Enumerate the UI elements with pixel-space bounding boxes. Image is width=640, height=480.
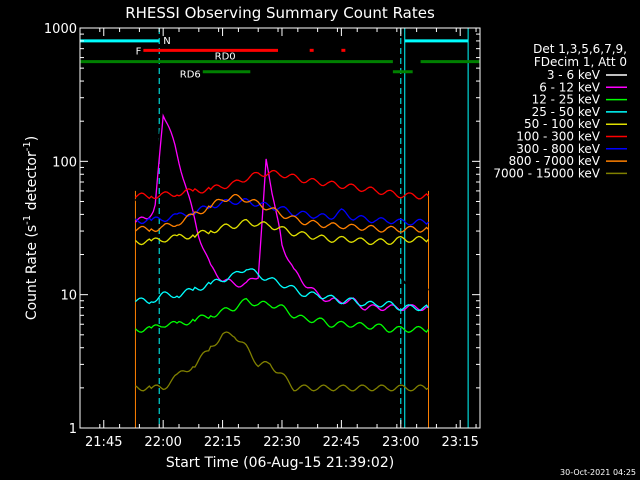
legend-label: 6 - 12 keV <box>539 80 601 94</box>
series-line-5 <box>134 169 429 200</box>
y-axis-label-suffix: ) <box>24 136 40 141</box>
y-tick-label: 10 <box>60 289 77 304</box>
y-axis-label-mid: detector <box>24 151 40 215</box>
x-axis-label: Start Time (06-Aug-15 21:39:02) <box>166 455 394 471</box>
series-line-7 <box>134 193 429 233</box>
y-tick-label: 1000 <box>44 22 77 37</box>
y-axis-label: Count Rate (s-1 detector-1) <box>22 136 40 320</box>
x-tick-label: 22:00 <box>144 435 181 450</box>
y-axis-ticks: 1 10 100 1000 <box>44 22 480 437</box>
flag-label-flare: F <box>136 46 142 57</box>
y-axis-label-sup2: -1 <box>22 141 33 151</box>
series-line-2 <box>134 297 430 333</box>
x-tick-label: 23:15 <box>441 435 478 450</box>
legend: Det 1,3,5,6,7,9, FDecim 1, Att 0 3 - 6 k… <box>493 42 627 180</box>
y-tick-label: 1 <box>69 422 77 437</box>
legend-label: 300 - 800 keV <box>516 142 600 156</box>
legend-label: 100 - 300 keV <box>516 130 600 144</box>
legend-header-line-2: FDecim 1, Att 0 <box>534 55 627 69</box>
plot-frame <box>79 27 481 429</box>
series-lines <box>134 94 430 392</box>
legend-label: 12 - 25 keV <box>532 93 601 107</box>
chart-title: RHESSI Observing Summary Count Rates <box>125 4 435 22</box>
legend-label: 800 - 7000 keV <box>509 154 601 168</box>
legend-label: 7000 - 15000 keV <box>493 166 600 180</box>
legend-label: 3 - 6 keV <box>547 68 601 82</box>
series-line-3 <box>134 268 430 312</box>
x-tick-label: 22:45 <box>323 435 360 450</box>
y-tick-label: 100 <box>52 155 77 170</box>
flag-label-rd0: RD0 <box>215 52 236 63</box>
flag-label-night: N <box>163 36 170 47</box>
series-line-6 <box>134 198 429 226</box>
x-axis-ticks: 21:45 22:00 22:15 22:30 22:45 23:00 23:15 <box>79 28 479 450</box>
series-line-4 <box>134 218 429 246</box>
legend-label: 50 - 100 keV <box>524 117 601 131</box>
x-tick-label: 21:45 <box>85 435 122 450</box>
series-line-0 <box>134 94 429 294</box>
legend-label: 25 - 50 keV <box>532 105 601 119</box>
x-tick-label: 22:15 <box>204 435 241 450</box>
y-axis-label-sup: -1 <box>22 215 33 225</box>
flag-label-rd6: RD6 <box>180 70 201 81</box>
axes <box>79 27 481 429</box>
series-line-8 <box>134 331 429 392</box>
timestamp: 30-Oct-2021 04:25 <box>560 468 636 477</box>
series-line-1 <box>134 113 429 312</box>
x-tick-label: 23:00 <box>382 435 419 450</box>
y-axis-label-prefix: Count Rate (s <box>24 225 40 320</box>
legend-header-line-1: Det 1,3,5,6,7,9, <box>533 42 627 56</box>
x-tick-label: 22:30 <box>263 435 300 450</box>
